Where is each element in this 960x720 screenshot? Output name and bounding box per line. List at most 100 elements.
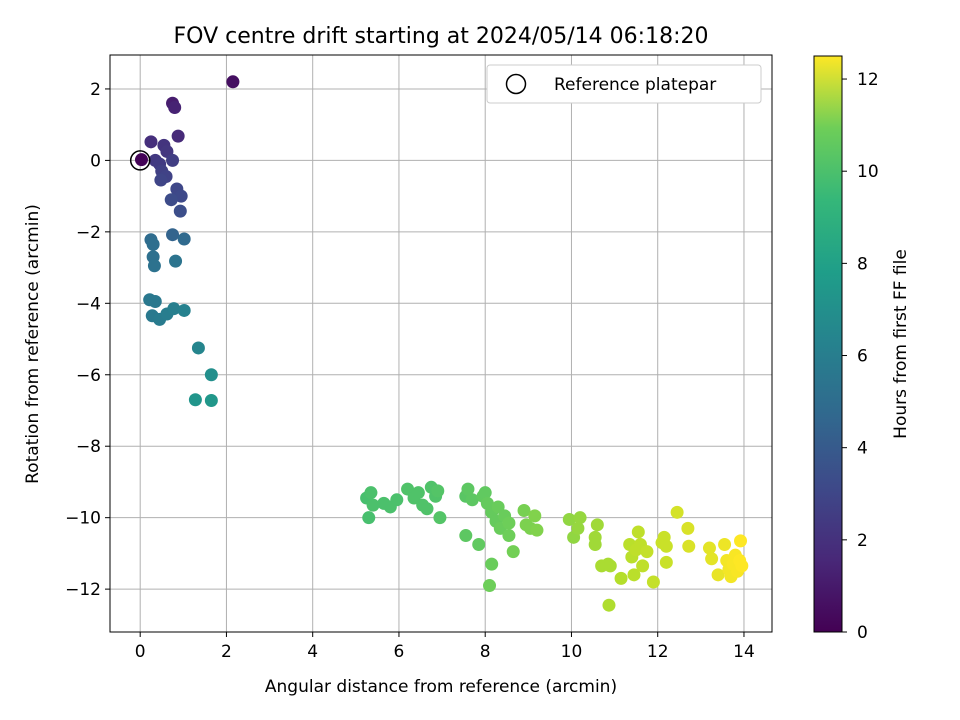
data-point	[366, 498, 380, 512]
colorbar-tick-label: 2	[857, 531, 868, 551]
grid-lines	[110, 55, 772, 632]
data-point	[478, 486, 492, 500]
y-tick-label: −12	[65, 580, 101, 600]
data-point	[461, 482, 475, 496]
data-point	[659, 539, 673, 553]
data-point	[614, 571, 628, 585]
data-point	[166, 153, 180, 167]
data-point	[735, 559, 749, 573]
data-point	[718, 537, 732, 551]
data-point	[646, 575, 660, 589]
data-point	[174, 189, 188, 203]
colorbar-tick-label: 10	[857, 162, 879, 182]
data-point	[485, 557, 499, 571]
legend-label: Reference platepar	[554, 75, 716, 95]
data-point	[173, 204, 187, 218]
y-axis-label: Rotation from reference (arcmin)	[23, 204, 43, 484]
x-tick-label: 6	[394, 642, 405, 662]
data-point	[146, 237, 160, 251]
data-point	[588, 537, 602, 551]
y-tick-label: −8	[76, 437, 101, 457]
data-point	[459, 529, 473, 543]
data-point	[627, 568, 641, 582]
reference-platepar-marker	[129, 150, 151, 171]
data-point	[562, 512, 576, 526]
data-point	[603, 559, 617, 573]
data-point	[491, 500, 505, 514]
data-point	[711, 568, 725, 582]
data-point	[681, 521, 695, 535]
data-point	[506, 545, 520, 559]
data-point	[420, 502, 434, 516]
data-point	[364, 486, 378, 500]
data-point	[431, 484, 445, 498]
y-tick-label: −10	[65, 509, 101, 529]
data-point	[465, 493, 479, 507]
colorbar-tick-label: 0	[857, 623, 868, 643]
x-tick-label: 8	[480, 642, 491, 662]
x-tick-label: 14	[733, 642, 755, 662]
data-point	[191, 341, 205, 355]
data-point	[528, 509, 542, 523]
data-point	[517, 504, 531, 518]
data-point	[631, 525, 645, 539]
colorbar-tick-label: 4	[857, 439, 868, 459]
data-point	[411, 486, 425, 500]
data-point	[636, 559, 650, 573]
legend-marker	[505, 73, 527, 95]
data-point	[148, 295, 162, 309]
plot-frame	[109, 54, 773, 633]
y-tick-label: −4	[76, 294, 101, 314]
data-point	[502, 529, 516, 543]
x-tick-label: 12	[647, 642, 669, 662]
colorbar-tick-label: 8	[857, 254, 868, 274]
data-point	[659, 555, 673, 569]
x-tick-label: 0	[135, 642, 146, 662]
data-point	[144, 135, 158, 149]
x-axis-ticks: 0 2 4 6 8 10 12 14	[135, 632, 755, 662]
data-point	[705, 552, 719, 566]
data-point	[571, 521, 585, 535]
data-point	[390, 493, 404, 507]
data-point	[502, 516, 516, 530]
data-point	[169, 254, 183, 268]
data-point	[573, 511, 587, 525]
data-point	[166, 228, 180, 242]
data-point	[472, 537, 486, 551]
chart-title: FOV centre drift starting at 2024/05/14 …	[174, 24, 709, 49]
legend: Reference platepar	[486, 64, 762, 104]
data-point	[483, 579, 497, 593]
colorbar-gradient	[813, 55, 843, 633]
y-axis-ticks: 2 0 −2 −4 −6 −8 −10 −12	[65, 80, 110, 600]
colorbar-ticks: 0 2 4 6 8 10 12	[842, 70, 879, 643]
data-point	[147, 259, 161, 273]
y-tick-label: −6	[76, 366, 101, 386]
data-points	[129, 75, 749, 612]
x-tick-label: 4	[307, 642, 318, 662]
colorbar-tick-label: 6	[857, 347, 868, 367]
colorbar: 0 2 4 6 8 10 12 Hours from first FF file	[813, 55, 911, 643]
data-point	[204, 393, 218, 407]
y-tick-label: −2	[76, 223, 101, 243]
colorbar-tick-label: 12	[857, 70, 879, 90]
data-point	[226, 75, 240, 89]
data-point	[134, 153, 148, 167]
x-tick-label: 2	[221, 642, 232, 662]
data-point	[734, 534, 748, 548]
data-point	[154, 173, 168, 187]
data-point	[670, 505, 684, 519]
y-tick-label: 2	[90, 80, 101, 100]
legend-box	[486, 64, 762, 104]
data-point	[530, 523, 544, 537]
x-tick-label: 10	[561, 642, 583, 662]
data-point	[362, 511, 376, 525]
data-point	[177, 232, 191, 246]
data-point	[640, 545, 654, 559]
data-point	[590, 518, 604, 532]
data-point	[177, 303, 191, 317]
x-axis-label: Angular distance from reference (arcmin)	[265, 677, 617, 697]
data-point	[433, 511, 447, 525]
data-point	[682, 539, 696, 553]
y-tick-label: 0	[90, 151, 101, 171]
